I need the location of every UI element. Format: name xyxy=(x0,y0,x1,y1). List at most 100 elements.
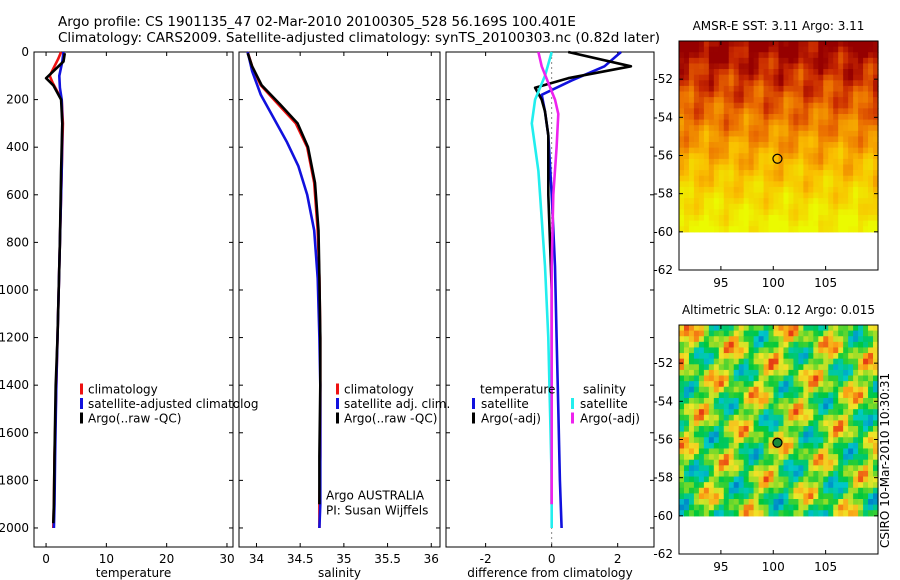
heatmap-cell xyxy=(693,353,700,360)
heatmap-cell xyxy=(753,392,760,399)
x-tick-label: 0 xyxy=(42,552,50,566)
heatmap-cell xyxy=(838,470,844,478)
heatmap-cell xyxy=(803,437,809,444)
heatmap-cell xyxy=(693,170,700,177)
heatmap-cell xyxy=(688,125,695,132)
heatmap-cell xyxy=(828,325,834,332)
heatmap-cell xyxy=(868,63,874,70)
heatmap-cell xyxy=(693,482,700,489)
heatmap-cell xyxy=(853,454,859,461)
heatmap-cell xyxy=(853,108,859,115)
heatmap-cell xyxy=(748,358,755,365)
heatmap-cell xyxy=(733,198,740,205)
y-tick-label: -52 xyxy=(653,72,673,86)
heatmap-cell xyxy=(808,325,814,332)
heatmap-cell xyxy=(683,46,690,53)
heatmap-cell xyxy=(858,41,864,48)
heatmap-cell xyxy=(793,386,799,393)
heatmap-cell xyxy=(693,386,700,393)
heatmap-cell xyxy=(863,409,869,416)
heatmap-cell xyxy=(798,102,804,109)
heatmap-cell xyxy=(808,181,814,188)
x-tick-label: 2 xyxy=(614,552,622,566)
heatmap-cell xyxy=(688,499,695,506)
heatmap-cell xyxy=(723,125,730,132)
heatmap-cell xyxy=(708,381,715,388)
heatmap-cell xyxy=(753,220,760,227)
heatmap-cell xyxy=(793,147,799,154)
heatmap-cell xyxy=(788,358,795,365)
heatmap-cell xyxy=(788,203,795,210)
heatmap-cell xyxy=(718,46,725,53)
heatmap-cell xyxy=(853,369,859,377)
heatmap-cell xyxy=(718,170,725,177)
heatmap-cell xyxy=(778,63,785,70)
heatmap-cell xyxy=(853,97,859,104)
heatmap-cell xyxy=(758,108,765,115)
heatmap-cell xyxy=(693,181,700,188)
heatmap-cell xyxy=(748,499,755,506)
heatmap-cell xyxy=(828,397,834,405)
heatmap-cell xyxy=(698,510,705,517)
y-tick-label: 1200 xyxy=(0,331,29,345)
legend-label: climatology xyxy=(344,383,414,397)
heatmap-cell xyxy=(813,510,819,517)
heatmap-cell xyxy=(803,459,809,466)
heatmap-cell xyxy=(798,325,804,332)
heatmap-cell xyxy=(768,487,775,494)
heatmap-cell xyxy=(753,203,760,210)
heatmap-cell xyxy=(698,364,705,371)
heatmap-cell xyxy=(863,102,869,109)
legend-swatch xyxy=(571,412,574,424)
heatmap-cell xyxy=(753,69,760,76)
heatmap-cell xyxy=(733,364,740,371)
float-position-marker xyxy=(772,437,783,448)
heatmap-cell xyxy=(773,386,780,393)
heatmap-cell xyxy=(773,186,780,194)
heatmap-cell xyxy=(698,215,705,222)
heatmap-cell xyxy=(853,397,859,405)
heatmap-cell xyxy=(733,482,740,489)
heatmap-cell xyxy=(738,181,745,188)
heatmap-cell xyxy=(783,381,790,388)
heatmap-cell xyxy=(853,130,859,138)
heatmap-cell xyxy=(858,347,864,354)
heatmap-cell xyxy=(743,136,750,143)
heatmap-cell xyxy=(773,108,780,115)
heatmap-cell xyxy=(848,448,854,455)
heatmap-cell xyxy=(718,442,725,450)
heatmap-cell xyxy=(693,158,700,166)
heatmap-cell xyxy=(718,130,725,138)
heatmap-cell xyxy=(868,52,874,59)
heatmap-cell xyxy=(798,459,804,466)
heatmap-cell xyxy=(708,358,715,365)
heatmap-cell xyxy=(838,499,844,506)
heatmap-cell xyxy=(758,46,765,53)
heatmap-cell xyxy=(813,198,819,205)
heatmap-cell xyxy=(833,186,839,194)
heatmap-cell xyxy=(693,454,700,461)
heatmap-cell xyxy=(848,41,854,48)
heatmap-cell xyxy=(758,459,765,466)
heatmap-cell xyxy=(863,470,869,478)
heatmap-cell xyxy=(758,381,765,388)
heatmap-cell xyxy=(843,414,849,422)
heatmap-cell xyxy=(683,125,690,132)
heatmap-cell xyxy=(798,470,804,478)
heatmap-cell xyxy=(858,192,864,199)
heatmap-cell xyxy=(818,493,824,500)
heatmap-cell xyxy=(818,459,824,466)
heatmap-cell xyxy=(813,375,819,382)
heatmap-cell xyxy=(713,192,720,199)
heatmap-cell xyxy=(843,465,849,472)
heatmap-cell xyxy=(863,369,869,377)
heatmap-cell xyxy=(679,353,685,360)
heatmap-cell xyxy=(863,170,869,177)
plot-frame xyxy=(33,51,234,548)
heatmap-cell xyxy=(718,220,725,227)
heatmap-cell xyxy=(863,448,869,455)
heatmap-cell xyxy=(683,381,690,388)
heatmap-cell xyxy=(758,437,765,444)
heatmap-cell xyxy=(818,102,824,109)
heatmap-cell xyxy=(718,164,725,171)
